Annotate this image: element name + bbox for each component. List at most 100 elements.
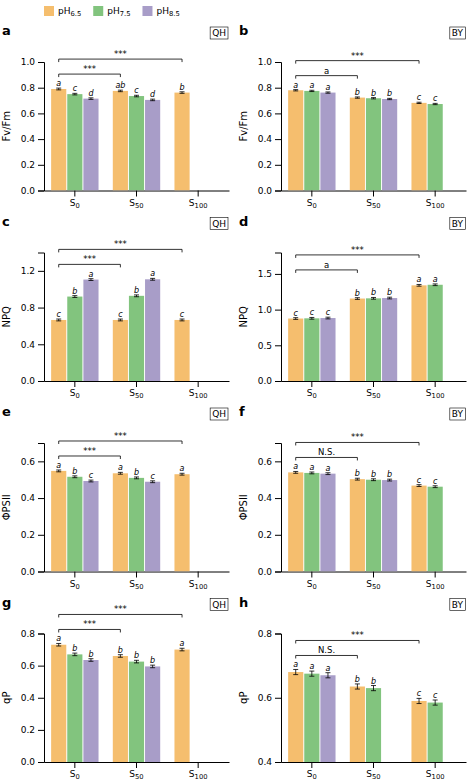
significance: N.S.*** bbox=[296, 432, 419, 460]
error-bar bbox=[180, 319, 185, 321]
bar-letter: c bbox=[294, 309, 299, 318]
significance: ****** bbox=[59, 49, 182, 77]
error-bar bbox=[417, 284, 422, 286]
bar bbox=[428, 487, 443, 572]
x-tick: S50 bbox=[366, 191, 380, 210]
error-bar bbox=[150, 481, 155, 483]
y-tick-label: 0.0 bbox=[21, 186, 36, 196]
x-tick: S100 bbox=[426, 191, 445, 210]
x-axis: S0S50S100 bbox=[282, 762, 467, 781]
bar-letter: b bbox=[371, 288, 376, 297]
bar-letter: b bbox=[72, 287, 77, 296]
x-tick-label: S100 bbox=[189, 198, 208, 210]
y-tick-mark bbox=[275, 62, 281, 63]
panel: 0.00.20.40.6S0S50S100ΦPSIIabcabcabN.S.**… bbox=[238, 404, 467, 591]
figure: 0.00.20.40.60.81.0S0S50S100Fv/Fmaabbccdd… bbox=[0, 0, 474, 784]
y-tick: 0.0 bbox=[258, 186, 281, 196]
subtitle-box bbox=[450, 408, 466, 420]
error-bar bbox=[325, 317, 330, 319]
significance-label: N.S. bbox=[318, 447, 335, 457]
subtitle: BY bbox=[452, 600, 464, 610]
x-axis: S0S50S100 bbox=[45, 762, 230, 781]
bar bbox=[304, 91, 319, 191]
x-tick: S100 bbox=[426, 762, 445, 781]
text-subscript: 50 bbox=[372, 773, 381, 781]
significance-bracket bbox=[296, 655, 358, 658]
y-tick: 0.0 bbox=[258, 376, 281, 386]
bar-letter: b bbox=[355, 469, 360, 478]
bar bbox=[145, 100, 160, 191]
y-tick-mark bbox=[38, 572, 44, 573]
bar-letter: c bbox=[433, 477, 438, 486]
bar-letters: aabbccdd bbox=[56, 79, 184, 99]
error-bar bbox=[72, 653, 77, 656]
bar-letter: b bbox=[88, 650, 93, 659]
x-tick-label: S50 bbox=[129, 198, 143, 210]
panel: 0.40.60.8S0S50S100qPabcabcaN.S.***hBY bbox=[238, 595, 467, 782]
bar-letter: d bbox=[150, 90, 156, 99]
x-tick-mark bbox=[435, 381, 436, 387]
significance: ****** bbox=[59, 604, 182, 632]
y-tick-mark bbox=[275, 310, 281, 311]
y-tick-mark bbox=[38, 762, 44, 763]
y-tick-label: 0.6 bbox=[21, 457, 36, 467]
bar-letter: c bbox=[326, 308, 331, 317]
y-axis-line bbox=[275, 253, 282, 382]
x-tick-label: S100 bbox=[189, 579, 208, 591]
significance-label: a bbox=[324, 66, 329, 76]
y-tick: 0.0 bbox=[21, 376, 44, 386]
text-subscript: 100 bbox=[432, 392, 445, 400]
bar-letter: c bbox=[118, 310, 123, 319]
error-bar bbox=[180, 473, 185, 475]
bar bbox=[145, 279, 160, 381]
error-bar bbox=[118, 90, 123, 92]
y-tick-label: 0.4 bbox=[258, 134, 273, 144]
x-tick: S100 bbox=[189, 381, 208, 400]
x-tick: S0 bbox=[307, 572, 317, 591]
plot-area bbox=[51, 88, 189, 190]
y-tick: 0.4 bbox=[21, 693, 44, 703]
text-subscript: 50 bbox=[372, 202, 381, 210]
text-subscript: 50 bbox=[135, 583, 144, 591]
y-tick-label: 0.4 bbox=[258, 757, 273, 767]
text-subscript: 0 bbox=[313, 773, 317, 781]
y-axis-line bbox=[275, 444, 282, 573]
bar-letter: b bbox=[387, 89, 392, 98]
y-tick-mark bbox=[38, 191, 44, 192]
x-tick: S0 bbox=[70, 191, 80, 210]
x-tick: S50 bbox=[366, 572, 380, 591]
text-subscript: 50 bbox=[372, 583, 381, 591]
bar-letter: c bbox=[57, 310, 62, 319]
error-bar bbox=[88, 279, 93, 281]
significance-bracket bbox=[59, 629, 121, 632]
bar-letter: a bbox=[309, 81, 314, 90]
legend-swatch bbox=[142, 6, 152, 16]
y-tick-label: 0.8 bbox=[21, 303, 36, 313]
y-tick: 0.8 bbox=[21, 303, 44, 313]
y-tick: 0.6 bbox=[258, 693, 281, 703]
y-tick-mark bbox=[275, 165, 281, 166]
bar-letter: b bbox=[355, 289, 360, 298]
error-bar bbox=[387, 297, 392, 299]
error-bar bbox=[88, 480, 93, 482]
legend-label: pH8.5 bbox=[156, 6, 179, 18]
y-tick-mark bbox=[38, 271, 44, 272]
x-tick-label: S50 bbox=[129, 769, 143, 781]
bar-letter: a bbox=[180, 464, 185, 473]
y-tick-label: 1.2 bbox=[21, 266, 35, 276]
y-tick: 0.8 bbox=[258, 629, 281, 639]
significance: a*** bbox=[296, 245, 419, 273]
y-tick-label: 1.0 bbox=[21, 57, 36, 67]
bar-letter: a bbox=[89, 270, 94, 279]
bar-letters: abcabcab bbox=[293, 81, 438, 104]
x-tick: S50 bbox=[129, 381, 143, 400]
bar-letters: abcabca bbox=[293, 660, 438, 700]
x-tick-mark bbox=[198, 572, 199, 578]
text-subscript: 50 bbox=[135, 202, 144, 210]
bar bbox=[51, 471, 66, 572]
bar bbox=[51, 320, 66, 381]
significance-label: *** bbox=[83, 619, 96, 629]
x-tick: S0 bbox=[70, 381, 80, 400]
bar-letter: c bbox=[73, 84, 78, 93]
y-tick-mark bbox=[275, 88, 281, 89]
